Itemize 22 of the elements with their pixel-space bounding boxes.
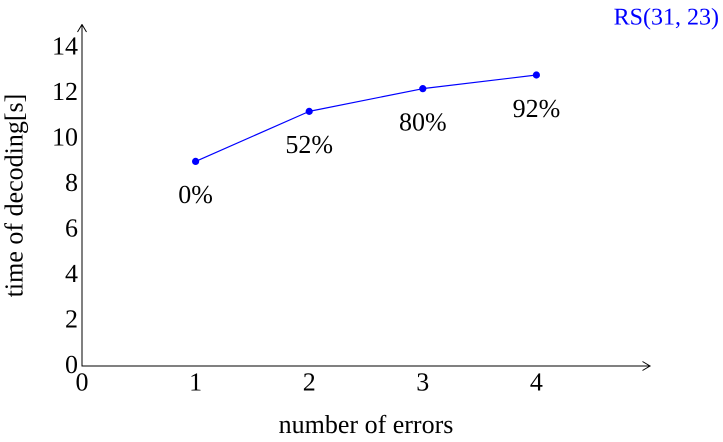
y-tick-label: 4 [65, 258, 78, 288]
point [419, 85, 426, 92]
x-tick-label: 4 [530, 367, 543, 396]
y-tick-label: 6 [65, 213, 78, 242]
y-tick-label: 2 [65, 304, 78, 334]
x-tick-label: 1 [189, 367, 202, 396]
point [192, 158, 200, 165]
y-tick-label: 10 [52, 122, 78, 152]
y-tick-label: 8 [65, 168, 78, 197]
x-tick-label: 2 [302, 367, 316, 396]
x-tick-label: 3 [416, 367, 430, 396]
annotation: 52% [285, 130, 334, 160]
annotation: 92% [512, 94, 560, 123]
y-axis-title: time of decoding[s] [0, 94, 28, 298]
annotation: 0% [178, 180, 213, 210]
x-axis-title: number of errors [278, 410, 454, 440]
text: RS(31, 23) [614, 4, 719, 30]
annotation: 80% [398, 107, 447, 136]
point [532, 71, 540, 79]
y-tick-label: 14 [52, 32, 78, 61]
point [306, 108, 313, 115]
y-tick-label: 12 [52, 77, 78, 106]
